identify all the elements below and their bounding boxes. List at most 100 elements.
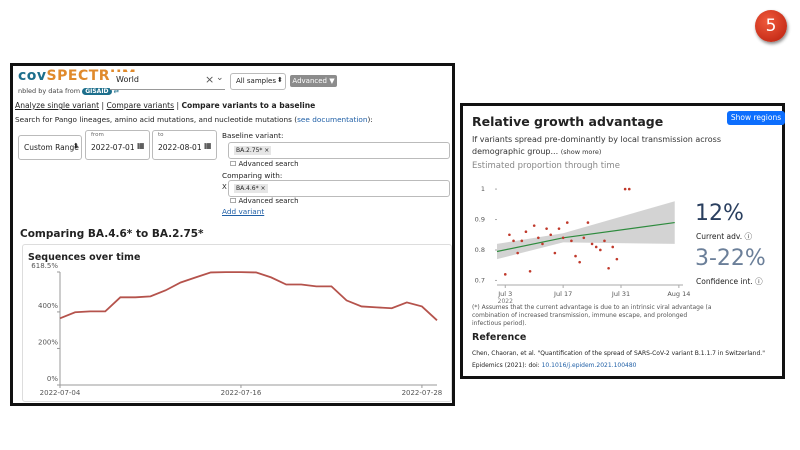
data-point — [603, 239, 606, 243]
comparing-label: Comparing with: — [222, 171, 283, 180]
data-point — [512, 239, 515, 243]
y-tick-label: 0.7 — [475, 276, 485, 284]
ci-label: Confidence int. ⓘ — [696, 277, 763, 286]
y-tick-label: 1 — [481, 185, 485, 193]
x-tick-label: Jul 31 — [611, 290, 630, 298]
nav-current: Compare variants to a baseline — [181, 101, 316, 110]
chip: BA.4.6* × — [234, 184, 268, 193]
hint-text: Search for Pango lineages, amino acid mu… — [15, 115, 298, 124]
samples-select[interactable]: All samples ⬍ — [230, 73, 286, 90]
doc-link[interactable]: see documentation — [297, 115, 368, 124]
data-point — [590, 242, 594, 246]
from-label: from — [91, 132, 104, 138]
data-point — [586, 221, 590, 224]
description: If variants spread pre-dominantly by loc… — [472, 134, 747, 158]
nav-link[interactable]: Compare variants — [106, 101, 175, 110]
y-tick-label: 618.5% — [31, 262, 58, 270]
y-tick-label: 0.8 — [475, 246, 485, 254]
to-input[interactable]: to 2022-08-01 ▦ — [152, 130, 217, 160]
chart-title: Sequences over time — [28, 252, 141, 263]
show-regions-button[interactable]: Show regions — [727, 111, 785, 125]
x-tick-label: 2022-07-16 — [221, 389, 262, 397]
confidence-band — [497, 201, 675, 260]
data-point — [508, 233, 511, 237]
baseline-input[interactable]: BA.2.75* × — [228, 142, 450, 159]
data-point — [516, 251, 519, 255]
checkbox-row[interactable]: ☐ Advanced search — [230, 160, 299, 168]
x-tick-label: 2022-07-28 — [402, 389, 443, 397]
to-label: to — [158, 132, 164, 138]
reference-source: Epidemics (2021): doi: 10.1016/j.epidem.… — [472, 362, 637, 369]
panel-title: Relative growth advantage — [472, 114, 664, 129]
reference-text: Chen, Chaoran, et al. "Quantification of… — [472, 350, 765, 357]
reference-title: Reference — [472, 332, 527, 343]
data-point — [524, 230, 528, 234]
comparing-value: BA.4.6* — [236, 185, 259, 192]
y-tick-label: 400% — [38, 302, 58, 310]
clear-icon[interactable]: × — [205, 73, 215, 86]
doi-link[interactable]: 10.1016/j.epidem.2021.100480 — [541, 362, 637, 369]
data-point — [578, 260, 581, 264]
checkbox-label: Advanced search — [238, 197, 299, 205]
data-point — [545, 227, 548, 230]
source-text: Epidemics (2021): doi: — [472, 362, 540, 369]
data-point — [623, 187, 627, 191]
ci-label-text: Confidence int. — [696, 277, 753, 286]
search-input[interactable]: World × ⌄ — [110, 72, 225, 90]
data-point — [561, 236, 565, 240]
date-mode-select[interactable]: Custom Range ⬍ — [18, 135, 82, 160]
show-more-link[interactable]: (show more) — [560, 148, 602, 156]
to-value: 2022-08-01 — [158, 143, 202, 152]
search-value: World — [116, 75, 139, 84]
date-mode-value: Custom Range — [24, 143, 79, 152]
search-hint: Search for Pango lineages, amino acid mu… — [15, 115, 373, 124]
baseline-value: BA.2.75* — [236, 147, 263, 154]
data-point — [553, 251, 557, 255]
confidence-interval: 3-22% — [695, 246, 766, 271]
x-tick-label: Aug 14 — [667, 290, 690, 298]
checkbox-row[interactable]: ☐ Advanced search — [230, 197, 299, 205]
current-label: Current adv. ⓘ — [696, 232, 753, 241]
comparison-heading: Comparing BA.4.6* to BA.2.75* — [20, 228, 204, 240]
data-point — [537, 236, 540, 240]
x-tick-label: Jul 3 — [497, 290, 512, 298]
badge-text: 5 — [765, 16, 777, 36]
data-point — [503, 273, 507, 276]
nav-link[interactable]: Analyze single variant — [15, 101, 100, 110]
advanced-text: Advanced — [292, 77, 327, 85]
x-year-label: 2022 — [498, 298, 513, 305]
dropdown-icon[interactable]: ⌄ — [216, 73, 224, 83]
data-line — [59, 271, 438, 321]
data-point — [549, 233, 553, 237]
chart-card — [22, 244, 452, 402]
checkbox-label: Advanced search — [238, 160, 299, 168]
data-point — [607, 266, 610, 270]
baseline-label: Baseline variant: — [222, 131, 284, 140]
from-input[interactable]: from 2022-07-01 ▦ — [85, 130, 150, 160]
data-point — [541, 242, 544, 246]
enabled-text: nbled by data from — [18, 87, 81, 95]
footnote: (*) Assumes that the current advantage i… — [472, 304, 712, 327]
y-tick-label: 0% — [47, 375, 58, 383]
current-label-text: Current adv. — [696, 232, 743, 241]
advanced-button[interactable]: Advanced ▼ — [290, 75, 337, 87]
chart-subtitle: Estimated proportion through time — [472, 161, 620, 171]
hint-text: ): — [367, 115, 373, 124]
data-point — [594, 245, 598, 249]
nav: Analyze single variant | Compare variant… — [15, 101, 316, 110]
current-advantage: 12% — [695, 201, 744, 226]
y-tick-label: 0.9 — [475, 216, 485, 224]
data-point — [599, 248, 602, 252]
logo-part: cov — [18, 68, 47, 84]
remove-button[interactable]: X — [222, 183, 227, 191]
add-variant-link[interactable]: Add variant — [222, 207, 265, 216]
comparing-input[interactable]: BA.4.6* × — [228, 180, 450, 197]
y-tick-label: 200% — [38, 338, 58, 346]
data-point — [565, 221, 569, 224]
data-point — [627, 187, 631, 191]
data-point — [611, 245, 615, 249]
data-point — [570, 239, 573, 243]
from-value: 2022-07-01 — [91, 143, 135, 152]
